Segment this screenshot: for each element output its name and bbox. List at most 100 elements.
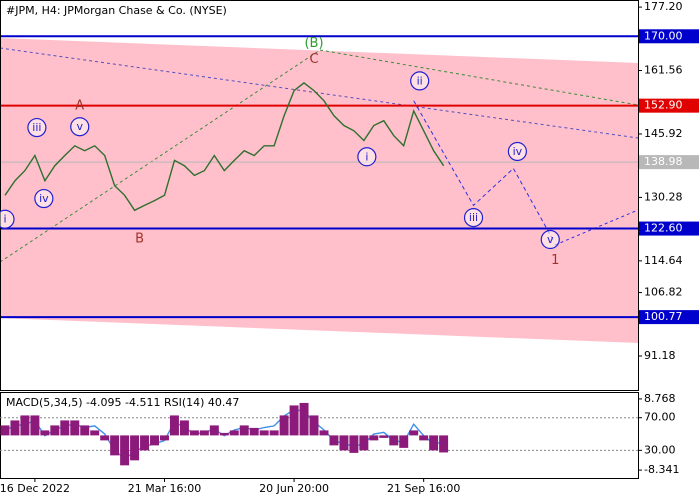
wave-label: (B) xyxy=(304,36,323,51)
macd-bar xyxy=(130,435,140,461)
trend-line xyxy=(0,47,639,139)
x-tick-label: 20 Jun 20:00 xyxy=(259,482,329,495)
macd-bar xyxy=(419,435,429,441)
macd-bar xyxy=(90,430,100,436)
x-tick-label: 21 Mar 16:00 xyxy=(128,482,201,495)
macd-bar xyxy=(359,435,369,451)
wave-circle xyxy=(357,147,377,167)
indicator-title: MACD(5,34,5) -4.095 -4.511 RSI(14) 40.47 xyxy=(6,396,239,409)
macd-bar xyxy=(80,425,90,436)
y2-tick-label: 30.00 xyxy=(644,443,676,456)
macd-bar xyxy=(20,415,30,436)
y-tick-label: 161.56 xyxy=(644,64,683,77)
macd-bar xyxy=(339,435,349,451)
macd-bar xyxy=(179,420,189,436)
level-label-bg xyxy=(639,310,699,325)
trend-line xyxy=(0,49,321,263)
macd-bar xyxy=(439,435,449,453)
macd-bar xyxy=(329,435,339,446)
y-tick-label: -8.341 xyxy=(644,463,679,476)
wave-circle xyxy=(34,188,54,209)
wave-circle xyxy=(540,229,560,250)
y2-tick-label: 70.00 xyxy=(644,411,676,424)
wave-label: i xyxy=(3,213,6,226)
y-tick-label: 91.18 xyxy=(644,349,676,362)
macd-bar xyxy=(209,425,219,436)
macd-bar xyxy=(239,425,249,436)
level-label: 170.00 xyxy=(644,29,683,42)
level-label-bg xyxy=(639,29,699,44)
wave-label: C xyxy=(309,52,318,67)
y-tick-label: 145.92 xyxy=(644,127,683,140)
level-label-bg xyxy=(639,221,699,236)
macd-bar xyxy=(399,435,409,448)
y-tick-label: 114.64 xyxy=(644,254,683,267)
x-tick-label: 16 Dec 2022 xyxy=(0,482,70,495)
macd-bar xyxy=(389,435,399,446)
level-label-bg xyxy=(639,155,699,170)
macd-bar xyxy=(169,415,179,436)
macd-bar xyxy=(50,425,60,436)
wave-circle xyxy=(0,209,15,229)
wave-circle xyxy=(27,117,47,138)
wave-label: A xyxy=(75,99,84,114)
macd-bar xyxy=(369,435,379,441)
macd-bar xyxy=(140,435,150,451)
macd-bar xyxy=(120,435,130,466)
wave-label: i xyxy=(365,150,368,163)
wave-label: ii xyxy=(417,74,423,87)
macd-bar xyxy=(379,435,389,438)
macd-bar xyxy=(199,430,209,436)
y-tick-label: 177.20 xyxy=(644,0,683,13)
macd-bar xyxy=(30,415,40,436)
macd-bar xyxy=(409,430,419,436)
wave-label: iv xyxy=(513,145,523,158)
macd-bar xyxy=(309,415,319,436)
wave-label: iii xyxy=(469,211,478,224)
macd-bar xyxy=(159,435,169,441)
wave-label: iv xyxy=(39,192,49,205)
macd-bar xyxy=(70,420,80,436)
macd-bar xyxy=(100,435,110,441)
macd-bar xyxy=(40,430,50,436)
macd-bar xyxy=(219,432,229,436)
price-line xyxy=(4,82,445,212)
macd-bar xyxy=(319,430,329,436)
main-frame xyxy=(0,0,639,391)
macd-bar xyxy=(259,430,269,436)
macd-bar xyxy=(189,430,199,436)
macd-bar xyxy=(429,435,439,451)
wave-label: 1 xyxy=(551,253,559,268)
macd-bar xyxy=(279,415,289,436)
wave-label: B xyxy=(135,231,144,246)
macd-bar xyxy=(289,405,299,436)
wave-circle xyxy=(463,208,484,228)
y-tick-label: 106.82 xyxy=(644,286,683,299)
macd-bar xyxy=(249,427,259,436)
macd-bar xyxy=(349,435,359,453)
macd-bar xyxy=(10,420,20,436)
macd-bar xyxy=(60,420,70,436)
level-label: 100.77 xyxy=(644,310,683,323)
level-label: 138.98 xyxy=(644,155,683,168)
macd-bar xyxy=(269,430,279,436)
macd-bar xyxy=(299,402,309,436)
level-label-bg xyxy=(639,98,699,113)
channel-band xyxy=(0,38,638,343)
y-tick-label: 130.28 xyxy=(644,190,683,203)
price-line xyxy=(413,100,554,241)
macd-bar xyxy=(229,430,239,436)
level-label: 152.90 xyxy=(644,99,683,112)
wave-circle xyxy=(70,117,90,137)
x-tick-label: 21 Sep 16:00 xyxy=(387,482,460,495)
wave-label: v xyxy=(547,233,554,246)
wave-circle xyxy=(410,71,430,91)
wave-label: iii xyxy=(32,121,41,134)
wave-circle xyxy=(507,141,527,162)
macd-bar xyxy=(0,425,10,436)
macd-bar xyxy=(110,435,120,456)
y-tick-label: 8.768 xyxy=(644,392,676,405)
chart-title: #JPM, H4: JPMorgan Chase & Co. (NYSE) xyxy=(6,4,227,17)
